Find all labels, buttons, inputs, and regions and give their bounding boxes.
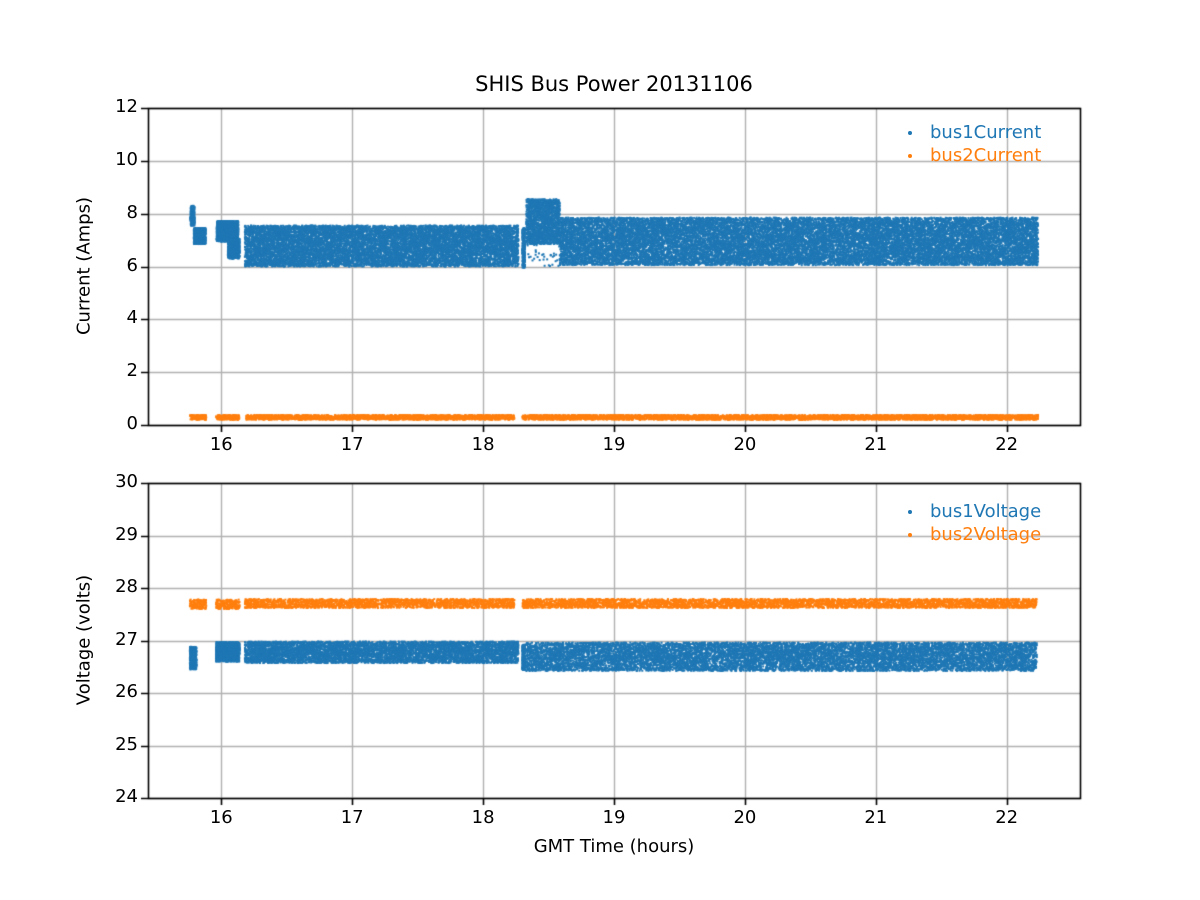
x-tick-label: 16 [209,434,233,455]
y-tick-label: 10 [115,148,138,170]
y-tick-label: 27 [115,628,138,650]
x-tick-label: 17 [340,807,364,828]
y-tick-label: 30 [115,471,138,492]
legend-marker-bus1voltage-icon [908,509,912,514]
y-tick-label: 8 [126,201,138,223]
y-tick-label: 28 [115,576,138,597]
x-tick-label: 18 [471,807,495,828]
chart-title: SHIS Bus Power 20131106 [475,72,753,96]
y-tick-label: 4 [126,307,138,329]
x-tick-label: 20 [733,807,757,828]
legend-label-bus2current: bus2Current [930,145,1042,166]
x-tick-label: 19 [602,807,626,828]
y-tick-label: 26 [115,681,138,702]
x-tick-label: 16 [209,807,233,828]
x-tick-label: 22 [995,807,1019,828]
x-tick-label: 20 [733,434,757,455]
y-tick-label: 12 [115,96,138,117]
y-tick-label: 29 [115,523,138,545]
x-tick-label: 17 [340,434,364,455]
legend-marker-bus1current-icon [908,130,912,135]
x-tick-label: 21 [864,807,888,828]
x-tick-label: 22 [995,434,1019,455]
legend-marker-bus2current-icon [908,153,912,158]
legend-label-bus1current: bus1Current [930,122,1042,143]
x-tick-label: 18 [471,434,495,455]
legend-label-bus1voltage: bus1Voltage [930,501,1042,522]
x-axis-label: GMT Time (hours) [533,836,695,857]
legend-marker-bus2voltage-icon [908,532,912,537]
y-tick-label: 24 [115,786,138,807]
x-tick-label: 21 [864,434,888,455]
legend-entry-bus1current: bus1Current [904,121,1041,144]
y-tick-label: 0 [126,413,138,434]
legend-entry-bus2voltage: bus2Voltage [904,523,1041,546]
y-tick-label: 6 [126,254,138,276]
legend-entry-bus1voltage: bus1Voltage [904,500,1041,523]
y-tick-label: 25 [115,733,138,755]
legend-label-bus2voltage: bus2Voltage [930,524,1042,545]
legend-voltage: bus1Voltage bus2Voltage [904,500,1041,546]
x-tick-label: 19 [602,434,626,455]
y-tick-label: 2 [126,360,138,382]
legend-entry-bus2current: bus2Current [904,144,1041,167]
legend-current: bus1Current bus2Current [904,121,1041,167]
